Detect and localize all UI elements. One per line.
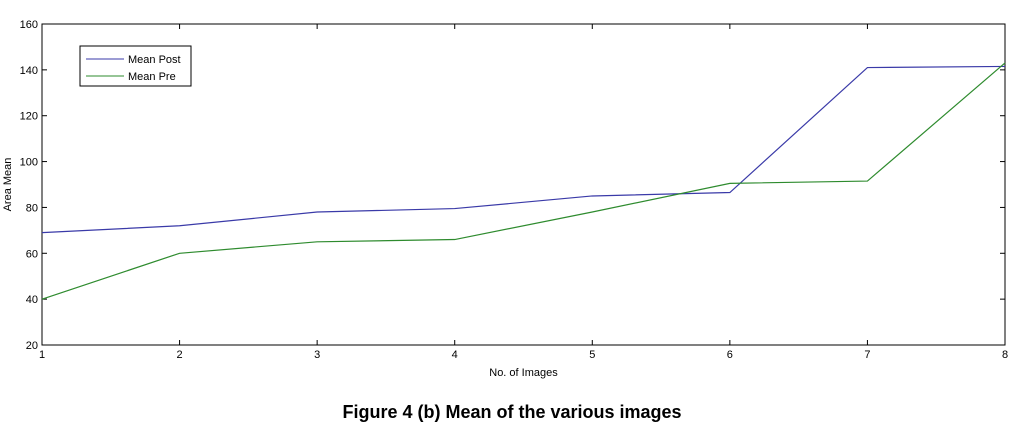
x-tick-label: 2	[177, 349, 183, 361]
legend-box	[79, 45, 192, 87]
axis-ticks: 1 2 3 4 5 6 7 8 20 40 60 80 100 120 140 160	[20, 19, 1008, 361]
line-chart: 1 2 3 4 5 6 7 8 20 40 60 80 100 120 140 160 No. of Imag…	[2, 19, 1008, 379]
legend: Mean Post Mean Pre	[79, 45, 192, 87]
x-tick-label: 7	[864, 349, 870, 361]
y-axis-label: Area Mean	[2, 158, 14, 212]
legend-label-mean-post: Mean Post	[128, 54, 181, 66]
plot-area	[41, 23, 1006, 346]
x-tick-label: 6	[727, 349, 733, 361]
y-tick-label: 80	[26, 202, 38, 214]
figure-caption: Figure 4 (b) Mean of the various images	[342, 402, 682, 422]
y-tick-label: 20	[26, 340, 38, 352]
x-tick-label: 3	[314, 349, 320, 361]
x-tick-label: 8	[1002, 349, 1008, 361]
y-tick-label: 40	[26, 294, 38, 306]
legend-label-mean-pre: Mean Pre	[128, 71, 176, 83]
x-tick-label: 5	[589, 349, 595, 361]
series-line-mean-post	[41, 65, 1006, 234]
y-tick-label: 60	[26, 248, 38, 260]
y-tick-label: 140	[20, 65, 38, 77]
x-axis-label: No. of Images	[489, 367, 558, 379]
x-tick-label: 1	[39, 349, 45, 361]
series-line-mean-pre	[41, 62, 1006, 300]
y-tick-label: 160	[20, 19, 38, 31]
x-tick-label: 4	[452, 349, 458, 361]
y-tick-label: 120	[20, 111, 38, 123]
y-tick-label: 100	[20, 157, 38, 169]
series-lines	[41, 62, 1006, 300]
